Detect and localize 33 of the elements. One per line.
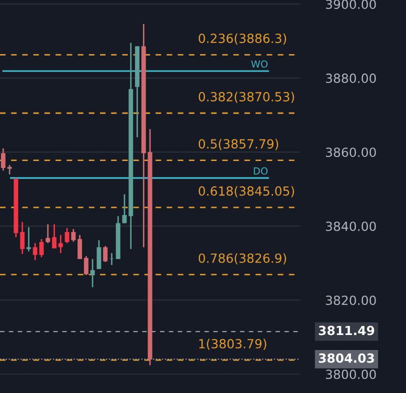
y-tick-label: 3900.00 (326, 0, 376, 9)
candlestick (109, 252, 114, 266)
y-tick-label: 3880.00 (326, 74, 376, 84)
candlestick (20, 221, 25, 255)
ref-line-label: 3804.03 (318, 353, 374, 363)
ref-line-label: 0.618(3845.05) (198, 186, 294, 198)
candlestick (96, 239, 102, 270)
ref-line-label: DO (254, 167, 268, 175)
candlestick (103, 245, 108, 263)
candlestick (39, 238, 44, 258)
candlestick (0, 148, 6, 172)
ref-line-label: 0.236(3886.3) (198, 33, 286, 45)
candlestick (78, 234, 82, 260)
candlestick (84, 255, 88, 276)
candlestick (52, 224, 56, 250)
candlestick (58, 234, 63, 254)
ref-line-label: 3811.49 (318, 326, 374, 336)
ref-line-label: 1(3803.79) (199, 338, 266, 350)
ref-line-label: 0.786(3826.9) (198, 253, 286, 264)
candlestick (90, 258, 95, 288)
ref-line-label: WO (251, 60, 268, 68)
candlestick (64, 227, 70, 244)
ref-line-label: 0.382(3870.53) (198, 92, 294, 103)
candlestick (32, 242, 38, 261)
candlestick (26, 226, 31, 252)
candlestick (71, 228, 76, 242)
y-tick-label: 3820.00 (326, 296, 376, 306)
y-tick-label: 3860.00 (326, 148, 376, 158)
y-tick-label: 3800.00 (326, 370, 376, 380)
candlestick (46, 224, 50, 244)
ref-line-label: 0.5(3857.79) (198, 138, 278, 150)
y-tick-label: 3840.00 (326, 222, 376, 232)
candlestick (122, 194, 127, 224)
